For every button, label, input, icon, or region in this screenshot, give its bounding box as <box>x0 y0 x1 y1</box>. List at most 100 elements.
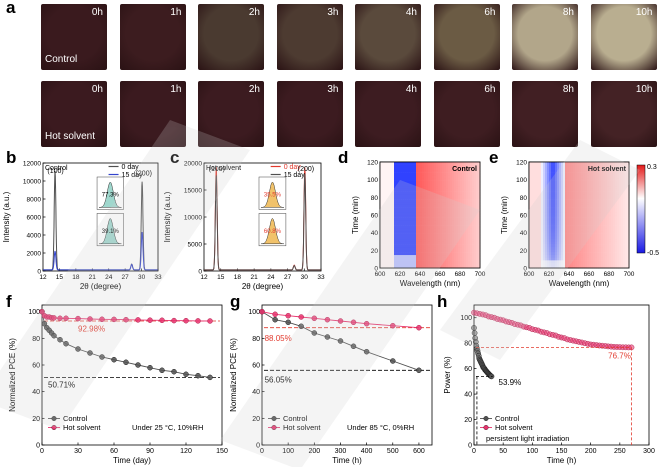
heatmap-cell <box>583 209 586 213</box>
heatmap-cell <box>438 238 441 242</box>
heatmap-cell <box>396 215 399 218</box>
heatmap-cell <box>422 220 425 224</box>
heatmap-cell <box>420 220 423 224</box>
heatmap-cell <box>621 164 624 168</box>
data-point-f-1 <box>123 316 129 323</box>
heatmap-cell <box>382 217 385 221</box>
heatmap-cell <box>404 193 407 197</box>
heatmap-cell <box>623 172 626 176</box>
heatmap-cell <box>478 177 481 181</box>
heatmap-cell <box>585 212 588 216</box>
heatmap-cell <box>436 185 439 189</box>
heatmap-cell <box>607 164 610 168</box>
heatmap-cell <box>478 222 481 226</box>
heatmap-cell <box>571 162 574 165</box>
heatmap-cell <box>541 260 544 263</box>
heatmap-cell <box>404 257 407 261</box>
heatmap-cell <box>428 167 431 171</box>
heatmap-cell <box>545 175 548 179</box>
heatmap-cell <box>386 164 389 168</box>
heatmap-cell <box>442 164 445 168</box>
heatmap-cell <box>464 188 467 192</box>
heatmap-cell <box>535 246 538 250</box>
heatmap-cell <box>448 238 451 242</box>
heatmap-cell <box>470 252 473 256</box>
heatmap-cell <box>531 222 534 226</box>
heatmap-cell <box>390 215 393 218</box>
heatmap-cell <box>426 246 429 250</box>
heatmap-cell <box>394 188 397 192</box>
heatmap-cell <box>553 212 556 216</box>
heatmap-cell <box>438 244 441 248</box>
heatmap-cell <box>587 217 590 221</box>
heatmap-cell <box>396 177 399 181</box>
heatmap-cell <box>434 212 437 216</box>
heatmap-cell <box>390 162 393 165</box>
heatmap-cell <box>430 204 433 208</box>
inset-peak-c <box>260 218 284 245</box>
heatmap-cell <box>549 212 552 216</box>
heatmap-cell <box>603 222 606 226</box>
heatmap-cell <box>579 172 582 176</box>
heatmap-cell <box>561 257 564 261</box>
heatmap-cell <box>575 209 578 213</box>
heatmap-cell <box>577 175 580 179</box>
heatmap-cell <box>416 209 419 213</box>
tile-control-4h: 4h <box>355 4 421 70</box>
heatmap-cell <box>460 191 463 195</box>
heatmap-cell <box>422 164 425 168</box>
heatmap-cell <box>603 188 606 192</box>
heatmap-cell <box>547 201 550 205</box>
heatmap-cell <box>382 236 385 240</box>
heatmap-cell <box>432 209 435 213</box>
heatmap-cell <box>611 222 614 226</box>
heatmap-cell <box>563 201 566 205</box>
heatmap-cell <box>388 167 391 171</box>
heatmap-cell <box>446 177 449 181</box>
heatmap-cell <box>460 262 463 266</box>
heatmap-cell <box>456 199 459 203</box>
tile-time-label: 10h <box>635 84 653 95</box>
data-point-f-1 <box>75 315 81 322</box>
heatmap-cell <box>569 177 572 181</box>
y-tick-label-h: 60 <box>464 366 472 373</box>
heatmap-cell <box>599 244 602 248</box>
heatmap-cell <box>470 236 473 240</box>
heatmap-cell <box>398 193 401 197</box>
heatmap-cell <box>547 169 550 173</box>
heatmap-cell <box>384 193 387 197</box>
heatmap-cell <box>553 164 556 168</box>
heatmap-cell <box>549 193 552 197</box>
heatmap-cell <box>595 175 598 179</box>
heatmap-cell <box>541 265 544 269</box>
heatmap-cell <box>571 257 574 261</box>
heatmap-cell <box>609 183 612 187</box>
heatmap-cell <box>545 260 548 263</box>
heatmap-cell <box>408 260 411 263</box>
heatmap-cell <box>575 169 578 173</box>
x-tick-label-d: 600 <box>375 271 386 278</box>
heatmap-cell <box>587 191 590 195</box>
heatmap-cell <box>474 191 477 195</box>
heatmap-cell <box>438 217 441 221</box>
heatmap-cell <box>438 252 441 256</box>
heatmap-cell <box>565 196 568 200</box>
heatmap-cell <box>460 238 463 242</box>
heatmap-cell <box>595 191 598 195</box>
heatmap-cell <box>549 262 552 266</box>
heatmap-cell <box>625 167 628 171</box>
heatmap-cell <box>410 172 413 176</box>
heatmap-cell <box>442 169 445 173</box>
heatmap-cell <box>444 265 447 269</box>
heatmap-cell <box>555 193 558 197</box>
heatmap-cell <box>627 244 630 248</box>
heatmap-cell <box>412 236 415 240</box>
heatmap-cell <box>386 220 389 224</box>
heatmap-cell <box>396 185 399 189</box>
heatmap-cell <box>458 169 461 173</box>
heatmap-cell <box>555 180 558 184</box>
heatmap-cell <box>392 183 395 187</box>
heatmap-cell <box>420 228 423 232</box>
heatmap-cell <box>535 265 538 269</box>
heatmap-cell <box>627 172 630 176</box>
